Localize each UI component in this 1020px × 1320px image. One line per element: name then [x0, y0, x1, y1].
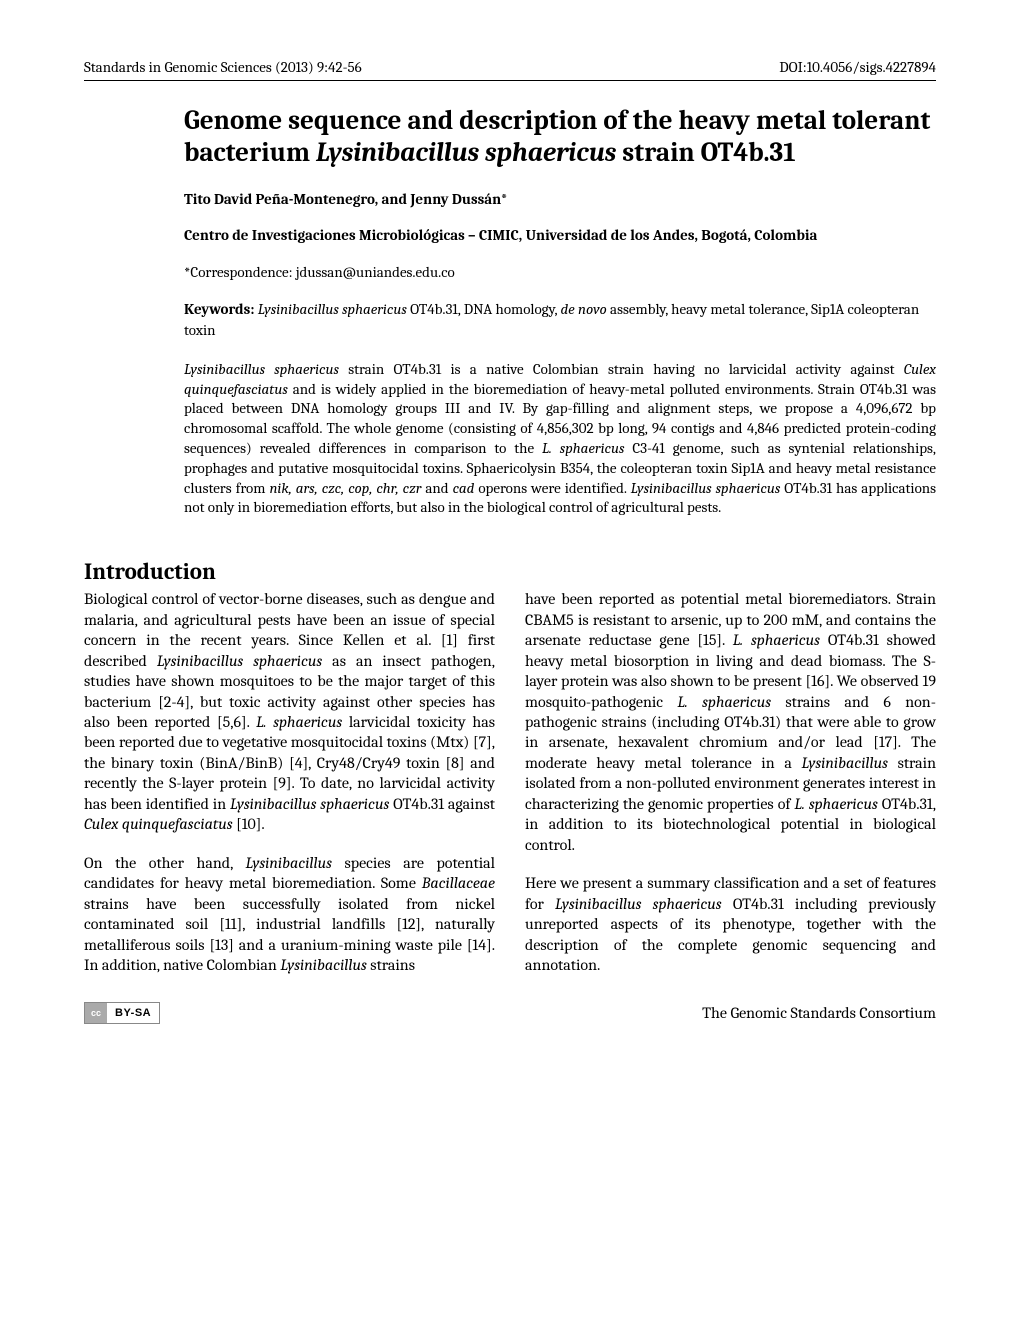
abs-i3: L. sphaericus — [542, 439, 624, 457]
article-title: Genome sequence and description of the h… — [84, 105, 936, 170]
abs-i6: Lysinibacillus sphaericus — [631, 479, 781, 497]
c1p1i4: Culex quinquefasciatus — [84, 815, 233, 833]
para-3: have been reported as potential metal bi… — [525, 589, 936, 855]
c1p2a: On the other hand, — [84, 854, 246, 872]
authors: Tito David Peña-Montenegro, and Jenny Du… — [84, 190, 936, 208]
doi: DOI:10.4056/sigs.4227894 — [779, 58, 936, 76]
c2p1i2: L. sphaericus — [677, 693, 771, 711]
column-left: Biological control of vector-borne disea… — [84, 589, 495, 975]
c2p1i3: Lysinibacillus — [802, 754, 888, 772]
page: Standards in Genomic Sciences (2013) 9:4… — [0, 0, 1020, 1064]
c2p2i1: Lysinibacillus sphaericus — [555, 895, 722, 913]
para-1: Biological control of vector-borne disea… — [84, 589, 495, 835]
c2p1i4: L. sphaericus — [794, 795, 877, 813]
kw-i1: Lysinibacillus sphaericus — [258, 300, 407, 318]
body-columns: Biological control of vector-borne disea… — [84, 589, 936, 975]
section-heading-introduction: Introduction — [84, 558, 936, 585]
cc-icon: cc — [85, 1003, 107, 1023]
abstract: Lysinibacillus sphaericus strain OT4b.31… — [84, 360, 936, 518]
abs-i1: Lysinibacillus sphaericus — [184, 360, 339, 378]
c1p1i2: L. sphaericus — [256, 713, 342, 731]
c1p1e: [10]. — [233, 815, 265, 833]
c1p1i1: Lysinibacillus sphaericus — [157, 652, 322, 670]
column-right: have been reported as potential metal bi… — [525, 589, 936, 975]
keywords-label: Keywords: — [184, 300, 258, 318]
abs-t1: strain OT4b.31 is a native Colombian str… — [339, 360, 904, 378]
title-text-post: strain OT4b.31 — [616, 137, 795, 168]
c1p2i2: Bacillaceae — [422, 874, 495, 892]
c1p1d: OT4b.31 against — [389, 795, 495, 813]
abs-i5: cad — [453, 479, 475, 497]
para-4: Here we present a summary classification… — [525, 873, 936, 975]
journal-citation: Standards in Genomic Sciences (2013) 9:4… — [84, 58, 362, 76]
kw-i2: de novo — [560, 300, 606, 318]
page-footer: cc BY-SA The Genomic Standards Consortiu… — [84, 1002, 936, 1024]
c1p2i1: Lysinibacillus — [246, 854, 332, 872]
abs-t5: operons were identified. — [474, 479, 630, 497]
running-header: Standards in Genomic Sciences (2013) 9:4… — [84, 58, 936, 81]
c2p1i1: L. sphaericus — [733, 631, 820, 649]
publisher-name: The Genomic Standards Consortium — [702, 1004, 936, 1022]
c1p2d: strains — [367, 956, 415, 974]
abs-i4: nik, ars, czc, cop, chr, czr — [269, 479, 421, 497]
abs-t4: and — [421, 479, 452, 497]
para-2: On the other hand, Lysinibacillus specie… — [84, 853, 495, 976]
kw-t1: OT4b.31, DNA homology, — [407, 300, 561, 318]
c1p2i3: Lysinibacillus — [280, 956, 366, 974]
title-species: Lysinibacillus sphaericus — [316, 137, 616, 168]
correspondence: *Correspondence: jdussan@uniandes.edu.co — [84, 263, 936, 281]
cc-license-badge: cc BY-SA — [84, 1002, 160, 1024]
c1p1i3: Lysinibacillus sphaericus — [230, 795, 389, 813]
keywords: Keywords: Lysinibacillus sphaericus OT4b… — [84, 299, 936, 340]
cc-license-type: BY-SA — [107, 1007, 159, 1019]
affiliation: Centro de Investigaciones Microbiológica… — [84, 226, 936, 246]
